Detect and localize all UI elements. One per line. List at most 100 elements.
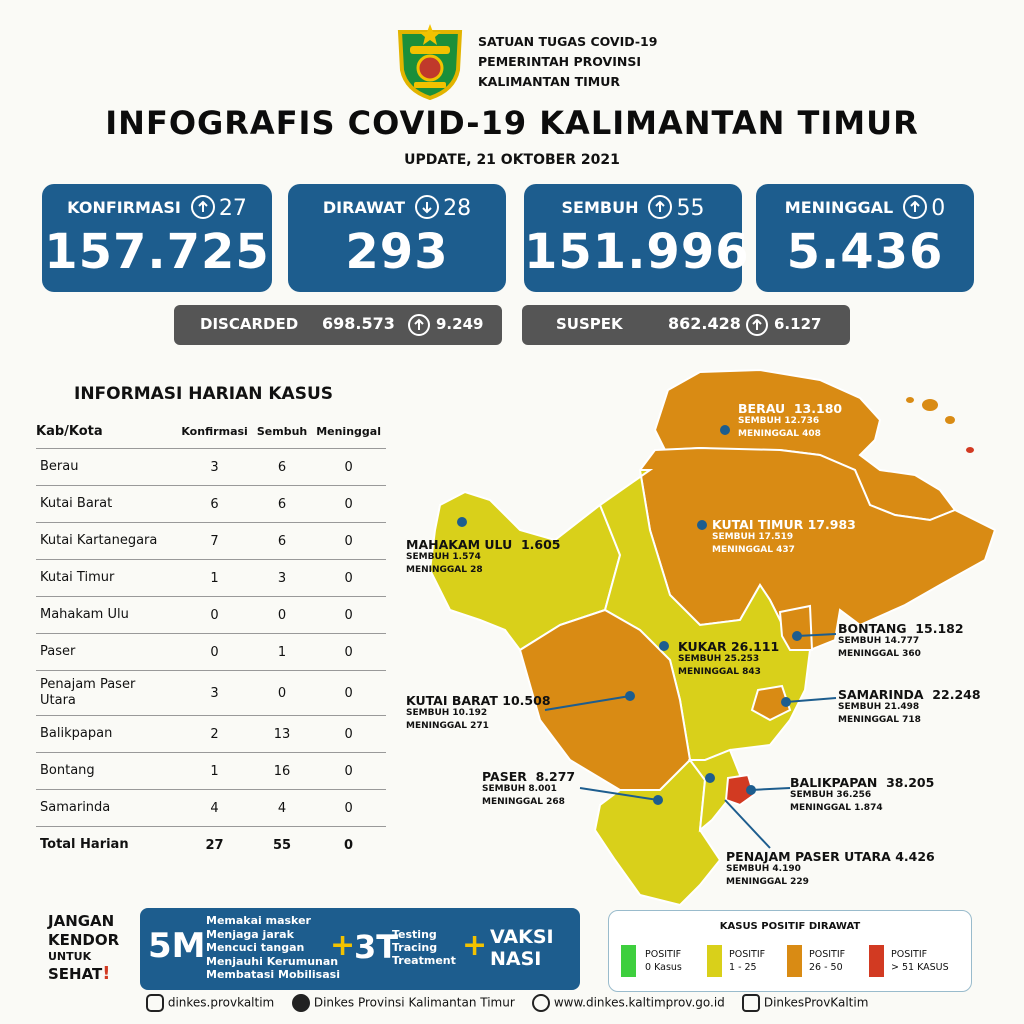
cell-value: 7 [176,522,253,560]
map-label-berau: BERAU 13.180 SEMBUH 12.736 MENINGGAL 408 [738,401,843,439]
instagram-icon [146,994,164,1012]
plus-sign: + [330,928,356,963]
facebook-link[interactable]: Dinkes Provinsi Kalimantan Timur [292,994,515,1016]
region-bontang [778,604,814,651]
slogan-line: SEHAT [48,965,103,983]
cell-value: 6 [252,448,312,486]
facebook-handle: Dinkes Provinsi Kalimantan Timur [313,995,515,1010]
jangan-kendor-slogan: JANGAN KENDOR UNTUK SEHAT! [48,912,120,984]
table-total-row: Total Harian 27 55 0 [36,827,386,864]
map-label-mahakam-ulu: MAHAKAM ULU 1.605 SEMBUH 1.574 MENINGGAL … [406,537,561,575]
map-marker [720,425,730,435]
youtube-handle: DinkesProvKaltim [763,995,869,1010]
cell-total-label: Total Harian [40,837,129,852]
leader-line [579,787,659,801]
leader-line [785,697,837,703]
cell-value: 0 [311,522,386,560]
org-line: SATUAN TUGAS COVID-19 [478,34,658,49]
map-label-balikpapan: BALIKPAPAN 38.205 SEMBUH 36.256 MENINGGAL… [790,775,935,813]
stat-value: 293 [345,224,449,280]
cell-value: 0 [252,596,312,634]
col-header: Konfirmasi [176,414,253,449]
stat-value: 151.996 [524,224,750,280]
cell-value: 0 [176,596,253,634]
col-header: Kab/Kota [36,414,177,449]
cell-value: 0 [311,596,386,634]
cell-kab-kota: Samarinda [36,789,177,827]
map-marker [659,641,669,651]
legend-item: POSITIF 26 - 50 [809,949,846,973]
pill-label: SUSPEK [556,315,623,333]
cell-total-value: 55 [273,837,292,853]
table-row: Bontang 1 16 0 [36,752,386,790]
org-line: KALIMANTAN TIMUR [478,74,620,89]
cell-value: 0 [311,752,386,790]
col-header: Meninggal [311,414,386,449]
arrow-up-icon [190,194,215,219]
cell-kab-kota: Mahakam Ulu [36,596,177,634]
stat-card-sembuh: SEMBUH 55 151.996 [524,184,750,292]
pill-label: DISCARDED [200,315,299,333]
leader-line [750,787,791,791]
legend-item: POSITIF 1 - 25 [729,949,766,973]
slogan-line: UNTUK [48,950,92,963]
table-row: Samarinda 4 4 0 [36,789,386,827]
cell-value: 4 [176,789,253,827]
website-url: www.dinkes.kaltimprov.go.id [553,995,725,1010]
cell-value: 0 [311,670,386,716]
map-label-samarinda: SAMARINDA 22.248 SEMBUH 21.498 MENINGGAL … [838,687,981,725]
cell-value: 2 [176,715,253,753]
region-samarinda [750,684,792,722]
col-header: Sembuh [252,414,312,449]
table-row: Mahakam Ulu 0 0 0 [36,596,386,634]
leader-line [544,695,631,711]
map-label-paser: PASER 8.277 SEMBUH 8.001 MENINGGAL 268 [482,769,576,807]
arrow-up-icon [408,314,430,336]
cell-value: 0 [311,789,386,827]
cell-kab-kota: Kutai Kartanegara [36,522,177,560]
cell-value: 0 [311,559,386,597]
stat-label: MENINGGAL [784,198,894,217]
youtube-link[interactable]: DinkesProvKaltim [742,994,868,1016]
cell-kab-kota: Balikpapan [36,715,177,753]
plus-sign: + [462,928,488,963]
cell-total-value: 27 [205,837,224,853]
cell-value: 6 [252,485,312,523]
stat-label: DIRAWAT [322,198,406,217]
map-label-kutai-timur: KUTAI TIMUR 17.983 SEMBUH 17.519 MENINGGA… [712,517,856,555]
pill-delta: 6.127 [774,315,822,333]
slogan-line: JANGAN [48,912,115,930]
cell-value: 0 [311,485,386,523]
map-legend: KASUS POSITIF DIRAWAT POSITIF 0 Kasus POS… [608,910,972,992]
map-label-kukar: KUKAR 26.111 SEMBUH 25.253 MENINGGAL 843 [678,639,780,677]
cell-value: 4 [252,789,312,827]
3t-items: Testing Tracing Treatment [392,928,456,967]
leader-line [796,633,837,637]
cell-value: 0 [311,715,386,753]
stat-delta: 27 [218,196,247,221]
cell-value: 6 [176,485,253,523]
map-marker [705,773,715,783]
website-link[interactable]: www.dinkes.kaltimprov.go.id [532,994,725,1016]
arrow-down-icon [415,194,440,219]
org-line: PEMERINTAH PROVINSI [478,54,641,69]
stat-value: 5.436 [786,224,944,280]
facebook-icon [292,994,310,1012]
legend-swatch [621,945,636,977]
discarded-pill: DISCARDED 698.573 9.249 [174,305,502,345]
legend-item: POSITIF 0 Kasus [645,949,682,973]
cell-value: 1 [252,633,312,671]
island-shape [966,447,974,453]
suspek-pill: SUSPEK 862.428 6.127 [522,305,850,345]
legend-swatch [707,945,722,977]
cell-kab-kota: Penajam Paser Utara [36,670,177,716]
stat-delta: 0 [931,196,946,221]
cell-value: 16 [252,752,312,790]
instagram-link[interactable]: dinkes.provkaltim [146,994,274,1016]
kaltim-map [428,368,997,907]
cell-value: 13 [252,715,312,753]
stat-card-dirawat: DIRAWAT 28 293 [288,184,506,292]
cell-value: 0 [176,633,253,671]
daily-cases-table: Kab/Kota Konfirmasi Sembuh Meninggal Ber… [36,414,386,863]
table-header-row: Kab/Kota Konfirmasi Sembuh Meninggal [36,414,386,449]
